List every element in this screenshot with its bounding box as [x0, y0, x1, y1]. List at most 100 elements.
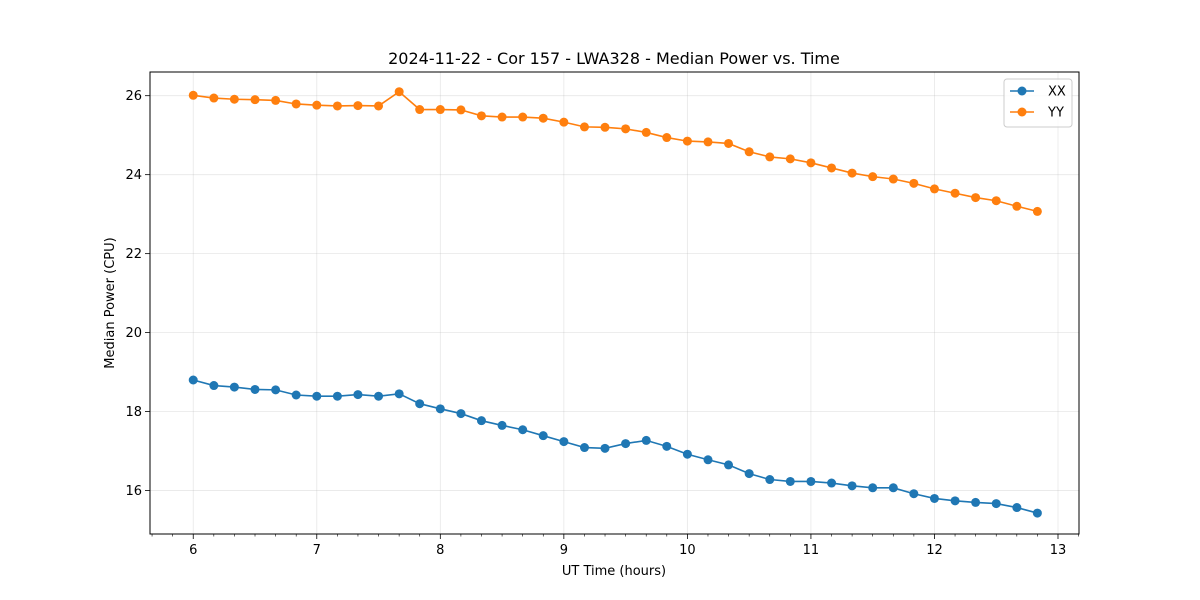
data-point-yy	[394, 87, 404, 97]
data-point-xx	[1032, 508, 1042, 518]
data-point-yy	[971, 193, 981, 203]
data-point-yy	[415, 105, 425, 115]
data-point-yy	[579, 122, 589, 132]
data-point-xx	[929, 493, 939, 503]
data-point-xx	[415, 399, 425, 409]
y-tick-label: 16	[125, 484, 142, 499]
data-point-yy	[909, 178, 919, 188]
data-point-yy	[1012, 201, 1022, 211]
data-point-yy	[847, 168, 857, 178]
data-point-yy	[332, 101, 342, 111]
data-point-xx	[291, 390, 301, 400]
data-point-xx	[744, 469, 754, 479]
y-tick-label: 26	[125, 89, 142, 104]
data-point-yy	[312, 100, 322, 110]
data-point-xx	[518, 425, 528, 435]
x-axis-label: UT Time (hours)	[562, 564, 666, 579]
data-point-yy	[827, 163, 837, 173]
data-point-xx	[188, 375, 198, 385]
data-point-xx	[332, 391, 342, 401]
data-point-xx	[703, 455, 713, 465]
data-point-yy	[868, 172, 878, 182]
data-point-xx	[806, 476, 816, 486]
legend-marker-xx	[1017, 86, 1027, 96]
x-tick-label: 8	[436, 543, 444, 558]
x-tick-label: 10	[679, 543, 696, 558]
data-point-yy	[703, 137, 713, 147]
legend-label-xx: XX	[1048, 85, 1066, 100]
data-point-yy	[785, 154, 795, 164]
data-point-yy	[724, 138, 734, 148]
data-point-yy	[188, 90, 198, 100]
legend-marker-yy	[1017, 107, 1027, 117]
data-point-xx	[600, 443, 610, 453]
data-point-xx	[641, 435, 651, 445]
data-point-yy	[662, 133, 672, 143]
data-point-xx	[868, 483, 878, 493]
data-point-yy	[353, 101, 363, 111]
data-point-xx	[950, 496, 960, 506]
data-point-xx	[1012, 503, 1022, 513]
data-point-yy	[991, 196, 1001, 206]
data-point-xx	[579, 443, 589, 453]
y-tick-label: 20	[125, 326, 142, 341]
series-yy	[188, 87, 1042, 216]
data-point-yy	[744, 147, 754, 157]
x-tick-label: 9	[560, 543, 568, 558]
grid-lines	[150, 72, 1079, 534]
data-point-xx	[229, 382, 239, 392]
data-point-xx	[991, 499, 1001, 509]
legend-item-xx: XX	[1010, 85, 1066, 100]
data-point-xx	[394, 389, 404, 399]
legend-label-yy: YY	[1047, 106, 1064, 121]
data-point-xx	[374, 391, 384, 401]
x-tick-label: 7	[313, 543, 321, 558]
series-xx	[188, 375, 1042, 518]
data-point-xx	[765, 475, 775, 485]
data-point-yy	[765, 152, 775, 162]
y-tick-label: 18	[125, 405, 142, 420]
data-point-xx	[209, 381, 219, 391]
data-point-yy	[929, 184, 939, 194]
data-point-yy	[456, 105, 466, 115]
data-point-xx	[538, 431, 548, 441]
data-point-xx	[847, 481, 857, 491]
data-point-xx	[271, 385, 281, 395]
x-tick-label: 11	[803, 543, 820, 558]
x-tick-label: 12	[926, 543, 943, 558]
data-point-xx	[353, 390, 363, 400]
data-point-yy	[950, 188, 960, 198]
x-tick-label: 6	[189, 543, 197, 558]
x-axis: 6 7 8 9 10 11 12 13	[151, 534, 1079, 558]
data-point-yy	[209, 93, 219, 103]
series-layer	[188, 87, 1042, 518]
data-point-yy	[250, 95, 260, 105]
data-point-xx	[888, 483, 898, 493]
legend: XX YY	[1003, 78, 1073, 128]
y-axis-label: Median Power (CPU)	[103, 237, 118, 368]
chart-title: 2024-11-22 - Cor 157 - LWA328 - Median P…	[388, 49, 840, 68]
data-point-xx	[476, 416, 486, 426]
data-point-yy	[621, 124, 631, 134]
y-axis: 16 18 20 22 24 26	[125, 89, 150, 499]
data-point-xx	[559, 437, 569, 447]
plot-area-frame	[149, 71, 1080, 535]
data-point-xx	[682, 449, 692, 459]
data-point-yy	[271, 95, 281, 105]
data-point-xx	[827, 478, 837, 488]
data-point-yy	[435, 105, 445, 115]
data-point-xx	[435, 404, 445, 414]
data-point-xx	[971, 497, 981, 507]
data-point-xx	[909, 489, 919, 499]
data-point-yy	[291, 99, 301, 109]
data-point-yy	[888, 174, 898, 184]
data-point-xx	[724, 460, 734, 470]
data-point-yy	[229, 94, 239, 104]
data-point-yy	[497, 112, 507, 122]
data-point-yy	[559, 117, 569, 127]
data-point-yy	[600, 122, 610, 132]
data-point-xx	[662, 441, 672, 451]
data-point-yy	[518, 112, 528, 122]
